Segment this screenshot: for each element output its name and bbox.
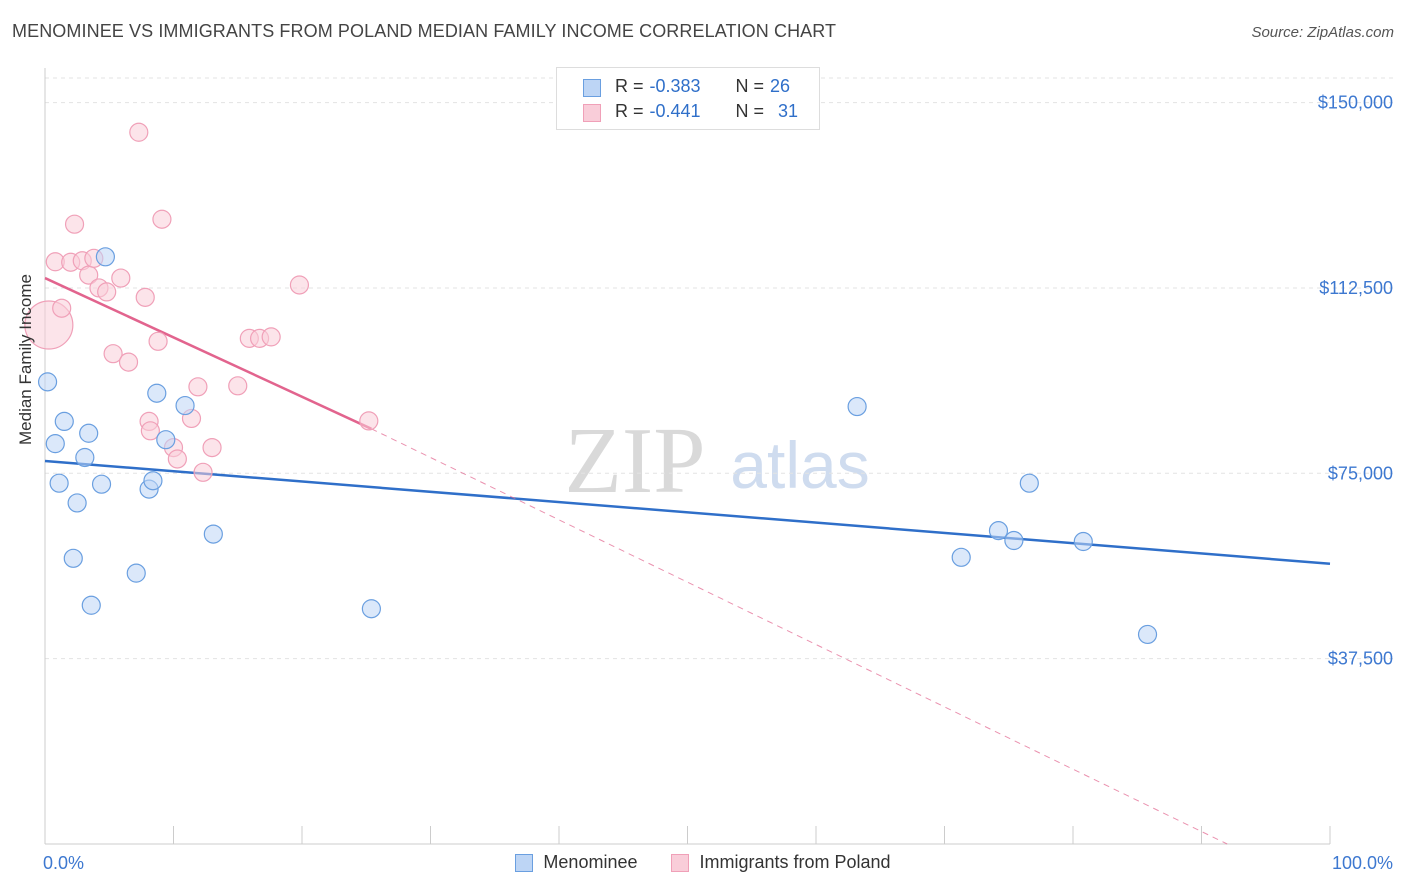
data-point [361, 599, 381, 619]
data-point [167, 449, 187, 469]
stats-box: R = -0.383 N = 26 R = -0.441 N = 31 [556, 67, 820, 130]
data-point [847, 396, 867, 417]
trend-line-0 [44, 459, 1331, 565]
data-point [79, 423, 99, 443]
legend-label-poland: Immigrants from Poland [699, 852, 891, 872]
data-point [52, 298, 72, 318]
data-point [37, 372, 58, 392]
gridlines [45, 77, 1395, 660]
x-tick-label: 100.0% [1332, 853, 1393, 873]
watermark-atlas: atlas [730, 428, 869, 502]
data-point [135, 287, 155, 307]
n-value: 26 [770, 76, 791, 96]
data-point [261, 327, 281, 347]
legend-item-menominee: Menominee [515, 852, 637, 873]
data-point [193, 462, 213, 482]
data-point [143, 471, 163, 491]
x-tick-label: 0.0% [43, 853, 84, 873]
data-point [202, 437, 222, 458]
r-value: -0.383 [649, 76, 701, 96]
data-point [175, 395, 195, 416]
data-point [203, 524, 223, 544]
data-point [111, 268, 131, 288]
legend: Menominee Immigrants from Poland [0, 852, 1406, 873]
data-point [1019, 473, 1039, 493]
data-point [152, 209, 172, 229]
trend-lines [44, 276, 1331, 845]
y-tick-label: $75,000 [1328, 463, 1393, 483]
data-point [97, 282, 117, 302]
y-tick-labels: $37,500 $75,000 $112,500 $150,000 [1318, 93, 1393, 669]
data-point [1073, 531, 1093, 552]
data-point [81, 595, 101, 615]
trend-extension-1 [371, 428, 1228, 845]
data-point [148, 331, 168, 351]
data-point [45, 434, 65, 454]
data-point [988, 521, 1009, 541]
watermark: ZIP atlas [565, 409, 870, 513]
poland-swatch [583, 104, 601, 122]
data-point [951, 547, 971, 567]
trend-line-1 [44, 276, 372, 430]
data-point [156, 430, 176, 450]
data-point [95, 247, 115, 267]
source-label: Source: ZipAtlas.com [1251, 24, 1394, 41]
y-axis-label: Median Family Income [16, 273, 35, 445]
r-label: R = [615, 76, 644, 96]
legend-item-poland: Immigrants from Poland [671, 852, 891, 873]
n-label: N = [735, 101, 765, 121]
data-point [147, 383, 167, 403]
chart-title: MENOMINEE VS IMMIGRANTS FROM POLAND MEDI… [12, 21, 837, 41]
data-point [228, 376, 248, 396]
legend-swatch-poland [671, 853, 690, 872]
legend-swatch-menominee [515, 853, 534, 872]
data-point [63, 548, 83, 568]
data-point [359, 411, 379, 431]
y-tick-label: $150,000 [1318, 93, 1393, 113]
menominee-swatch [583, 79, 601, 97]
data-point [75, 447, 95, 468]
data-point [118, 352, 139, 372]
n-value: 31 [778, 101, 799, 121]
data-point [103, 344, 123, 364]
n-label: N = [735, 76, 765, 96]
r-label: R = [615, 101, 644, 121]
data-point [54, 411, 74, 432]
legend-label-menominee: Menominee [543, 852, 638, 872]
data-point [67, 493, 87, 513]
data-point [1137, 624, 1158, 645]
r-value: -0.441 [649, 101, 701, 121]
watermark-zip: ZIP [565, 409, 706, 513]
y-tick-label: $112,500 [1319, 278, 1393, 298]
axes [44, 68, 1331, 845]
data-point [1004, 530, 1024, 551]
data-point [64, 214, 85, 234]
data-point [49, 473, 69, 493]
x-tick-labels: 0.0% 100.0% [43, 853, 1393, 873]
data-point [140, 421, 160, 441]
y-tick-label: $37,500 [1328, 649, 1393, 669]
data-points [24, 122, 1158, 645]
data-point [126, 563, 146, 583]
data-point [91, 474, 112, 494]
data-point [188, 377, 208, 397]
data-point [129, 122, 149, 142]
data-point [289, 275, 310, 295]
